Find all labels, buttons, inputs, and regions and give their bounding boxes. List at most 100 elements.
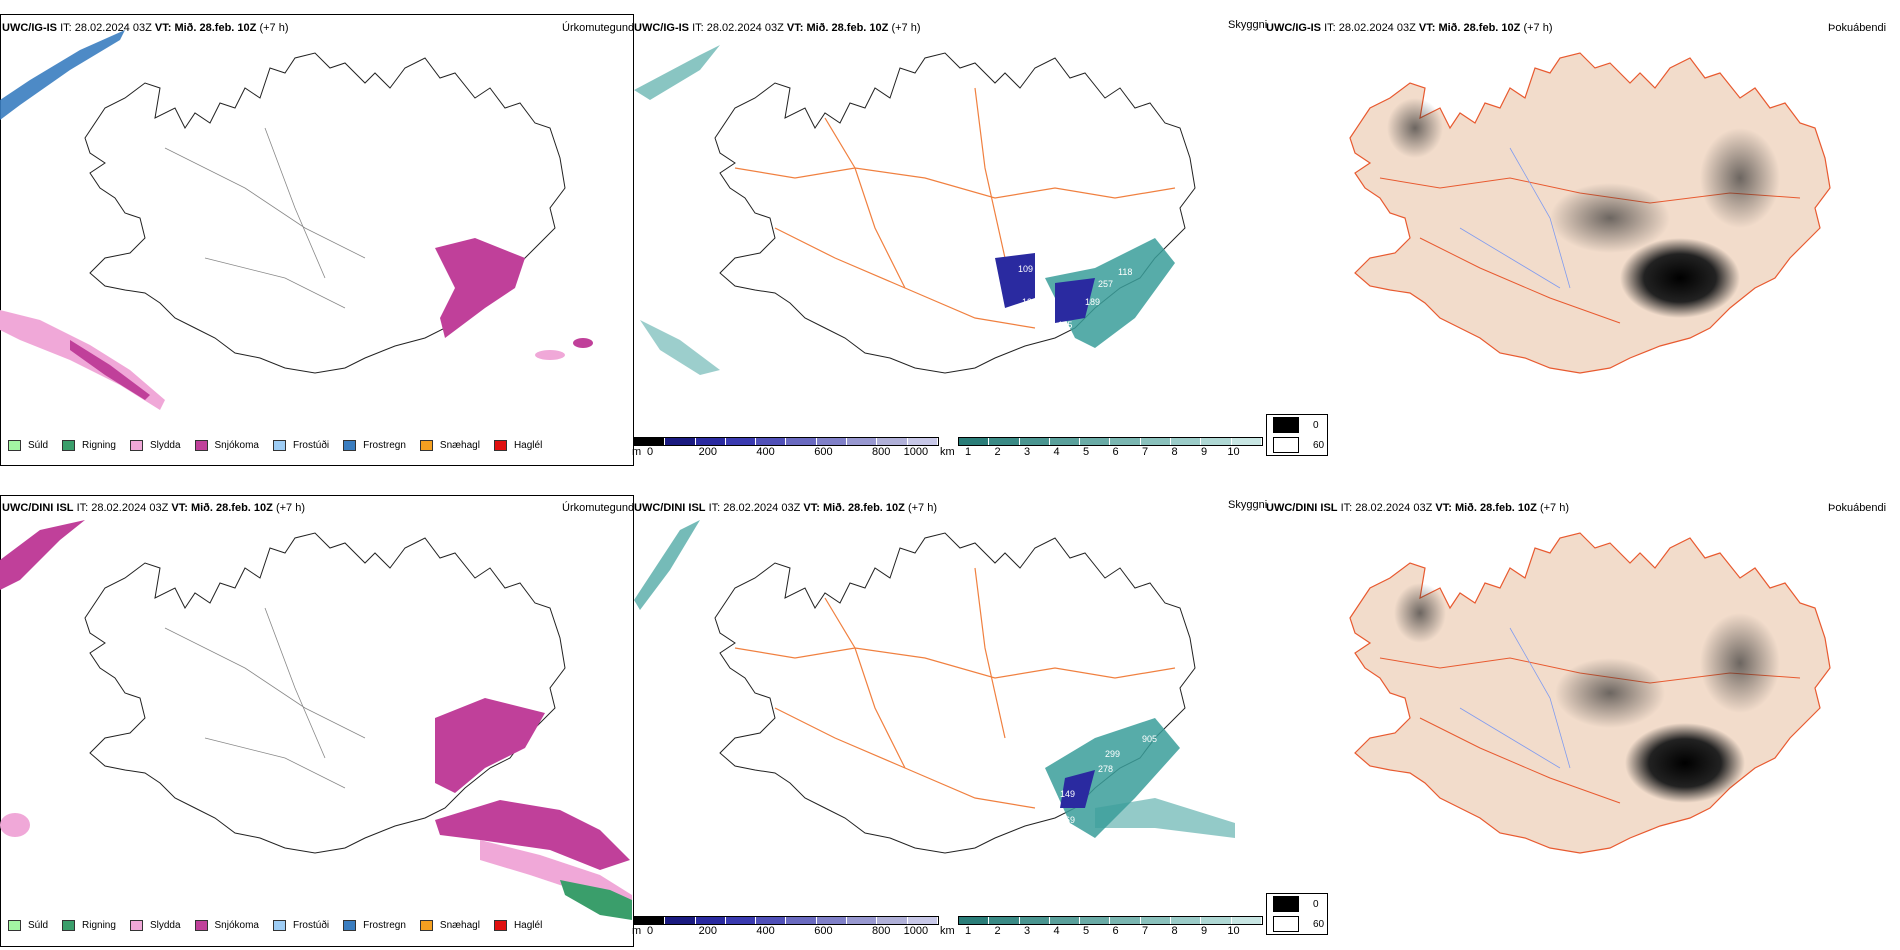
vis-colorbar-km-1: km 1 2 3 4 5 6 7 8 9 10 <box>940 437 1263 458</box>
precip-map-1 <box>84 52 566 374</box>
legend-item-snaehagl: Snæhagl <box>419 920 480 931</box>
precip-legend-2: Súld Rigning Slydda Snjókoma Frostúði Fr… <box>8 920 556 931</box>
colorbar-tick: 3 <box>1023 446 1031 458</box>
legend-item-slydda: Slydda <box>129 920 181 931</box>
colorbar-tick: 4 <box>1053 446 1060 458</box>
fog-legend-1: 0 60 <box>1266 414 1328 456</box>
legend-label: Frostregn <box>363 440 406 451</box>
vis-colorbar-km-2: km 1 2 3 4 5 6 7 8 9 10 <box>940 916 1263 937</box>
colorbar-tick: 5 <box>1082 446 1090 458</box>
legend-swatch <box>8 440 21 451</box>
snow-band-nw-1 <box>0 30 125 120</box>
legend-swatch <box>8 920 21 931</box>
colorbar-unit: m <box>632 446 642 458</box>
colorbar-tick: 9 <box>1200 925 1208 937</box>
vis-value-label: 257 <box>1098 279 1113 289</box>
vis-value-label: 13 <box>1022 297 1032 307</box>
colorbar-tick: 7 <box>1141 925 1149 937</box>
legend-item-snjokoma: Snjókoma <box>194 440 259 451</box>
legend-label: Haglél <box>513 440 543 451</box>
legend-label: Frostregn <box>363 920 406 931</box>
colorbar-tick: 6 <box>1112 925 1119 937</box>
precip-map-2 <box>84 532 566 854</box>
legend-swatch <box>194 440 208 451</box>
snow-band-sw-1 <box>70 340 150 400</box>
vis-colorbar-m-2: m 0 200 400 600 800 1000 <box>632 916 939 937</box>
map-header-2: UWC/DINI ISL IT: 28.02.2024 03Z VT: Mið.… <box>2 502 305 514</box>
legend-swatch <box>272 920 286 931</box>
vis-value-label: 299 <box>1105 749 1120 759</box>
vis-value-label: 339 <box>1062 339 1077 349</box>
vis-map-title-2: Skyggni <box>1228 499 1268 511</box>
fog-legend-value: 60 <box>1313 439 1325 451</box>
legend-label: Rigning <box>82 920 116 931</box>
colorbar-tick: 0 <box>646 925 654 937</box>
colorbar-unit: km <box>940 925 955 937</box>
vis-map-2 <box>714 532 1235 854</box>
colorbar-tick: 800 <box>872 925 891 937</box>
vis-value-label: 189 <box>1085 297 1100 307</box>
vis-map-header-1: UWC/IG-IS IT: 28.02.2024 03Z VT: Mið. 28… <box>634 22 921 34</box>
vis-map-header-2: UWC/DINI ISL IT: 28.02.2024 03Z VT: Mið.… <box>634 502 937 514</box>
precip-map-title-2: Úrkomutegund <box>562 502 635 514</box>
colorbar-tick: 1000 <box>903 925 929 937</box>
legend-item-haglel: Haglél <box>493 440 543 451</box>
vis-value-label: 27 <box>1025 764 1035 774</box>
fog-map-2 <box>1349 532 1831 854</box>
colorbar-tick: 200 <box>698 925 717 937</box>
colorbar-tick: 800 <box>872 446 891 458</box>
colorbar-tick: 2 <box>994 446 1001 458</box>
rain-band-se-2 <box>560 880 632 920</box>
vis-value-label: 115 <box>1058 320 1072 330</box>
legend-item-snaehagl: Snæhagl <box>419 440 480 451</box>
legend-swatch <box>272 440 286 451</box>
colorbar-unit: m <box>632 925 642 937</box>
legend-item-frostregn: Frostregn <box>343 920 406 931</box>
colorbar-tick: 200 <box>698 446 717 458</box>
legend-item-frostudi: Frostúði <box>272 440 330 451</box>
legend-item-slydda: Slydda <box>129 440 181 451</box>
colorbar-tick: 0 <box>646 446 654 458</box>
fog-legend-2: 0 60 <box>1266 893 1328 935</box>
legend-swatch <box>419 440 433 451</box>
precip-map-panel-2 <box>0 495 634 947</box>
legend-label: Rigning <box>82 440 116 451</box>
vis-value-label: 149 <box>1060 789 1075 799</box>
colorbar-tick: 10 <box>1227 446 1240 458</box>
precip-map-title-1: Úrkomutegund <box>562 22 635 34</box>
legend-item-snjokoma: Snjókoma <box>194 920 259 931</box>
legend-label: Haglél <box>513 920 543 931</box>
fog-map-header-1: UWC/IG-IS IT: 28.02.2024 03Z VT: Mið. 28… <box>1266 22 1553 34</box>
legend-label: Súld <box>28 440 49 451</box>
colorbar-tick: 2 <box>994 925 1001 937</box>
legend-item-frostregn: Frostregn <box>343 440 406 451</box>
colorbar-tick: 3 <box>1023 925 1031 937</box>
legend-label: Snjókoma <box>214 920 259 931</box>
fog-map-title-2: Þokuábendi <box>1828 502 1887 514</box>
colorbar-tick: 1 <box>964 925 972 937</box>
fog-legend-value: 60 <box>1313 918 1325 930</box>
legend-item-frostudi: Frostúði <box>272 920 329 931</box>
fog-legend-value: 0 <box>1313 898 1319 910</box>
colorbar-tick: 6 <box>1112 446 1119 458</box>
vis-colorbar-m-1: m 0 200 400 600 800 1000 <box>632 437 939 458</box>
legend-swatch <box>343 920 357 931</box>
vis-values-2: 905 299 27 278 15 149 369 <box>1013 734 1157 825</box>
colorbar-tick: 8 <box>1171 925 1178 937</box>
vis-value-label: 278 <box>1098 764 1113 774</box>
snow-band-se-2 <box>435 800 630 870</box>
legend-label: Snæhagl <box>439 920 480 931</box>
colorbar-tick: 600 <box>814 925 833 937</box>
legend-label: Súld <box>28 920 49 931</box>
colorbar-tick: 600 <box>814 446 833 458</box>
vis-value-label: 15 <box>1013 788 1023 798</box>
vis-values-1: 109 61 13 257 118 189 115 339 <box>1018 239 1132 349</box>
legend-swatch <box>493 440 507 451</box>
legend-label: Frostúði <box>292 440 330 451</box>
colorbar-tick: 1000 <box>903 446 929 458</box>
legend-swatch <box>493 920 507 931</box>
colorbar-tick: 1 <box>964 446 972 458</box>
vis-value-label: 109 <box>1018 264 1033 274</box>
legend-swatch <box>194 920 208 931</box>
